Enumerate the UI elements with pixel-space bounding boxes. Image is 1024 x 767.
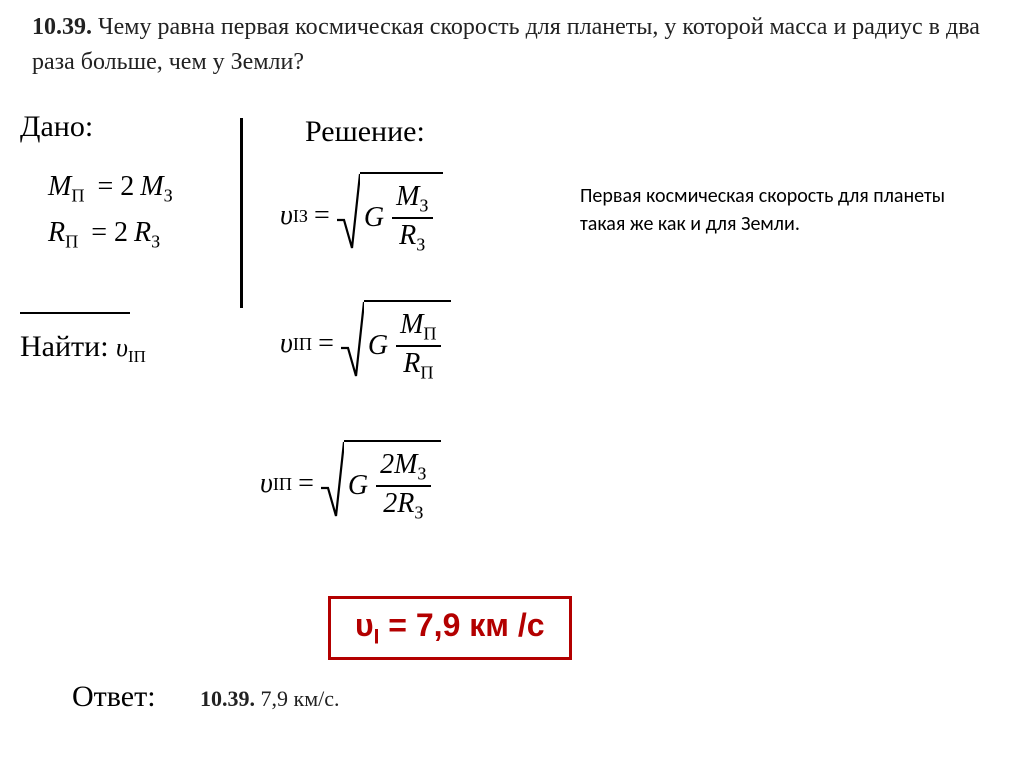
problem-number: 10.39.	[32, 14, 92, 40]
formula-2: υIП = G MП RП	[280, 300, 451, 389]
problem-statement: 10.39. Чему равна первая космическая ско…	[32, 10, 1004, 80]
formula-3: υIП = G 2MЗ 2RЗ	[260, 440, 441, 529]
result-box: υI = 7,9 км /с	[328, 596, 572, 660]
sqrt-icon	[340, 300, 364, 378]
answer-line: 10.39. 7,9 км/с.	[200, 686, 340, 712]
side-note: Первая космическая скорость для планеты …	[580, 182, 960, 238]
problem-text: Чему равна первая космическая скорость д…	[32, 14, 980, 75]
answer-label: Ответ:	[72, 680, 156, 714]
formula-1: υIЗ = G MЗ RЗ	[280, 172, 443, 261]
solution-label: Решение:	[305, 115, 425, 149]
sqrt-icon	[320, 440, 344, 518]
find-label: Найти: υIП	[20, 330, 146, 367]
given-line-1: MП = 2MЗ	[48, 165, 173, 211]
given-line-2: RП = 2RЗ	[48, 211, 173, 257]
given-label: Дано:	[20, 110, 93, 144]
given-block: MП = 2MЗ RП = 2RЗ	[48, 165, 173, 256]
given-separator	[20, 312, 130, 314]
sqrt-icon	[336, 172, 360, 250]
vertical-separator	[240, 118, 243, 308]
find-variable: υIП	[116, 333, 146, 362]
